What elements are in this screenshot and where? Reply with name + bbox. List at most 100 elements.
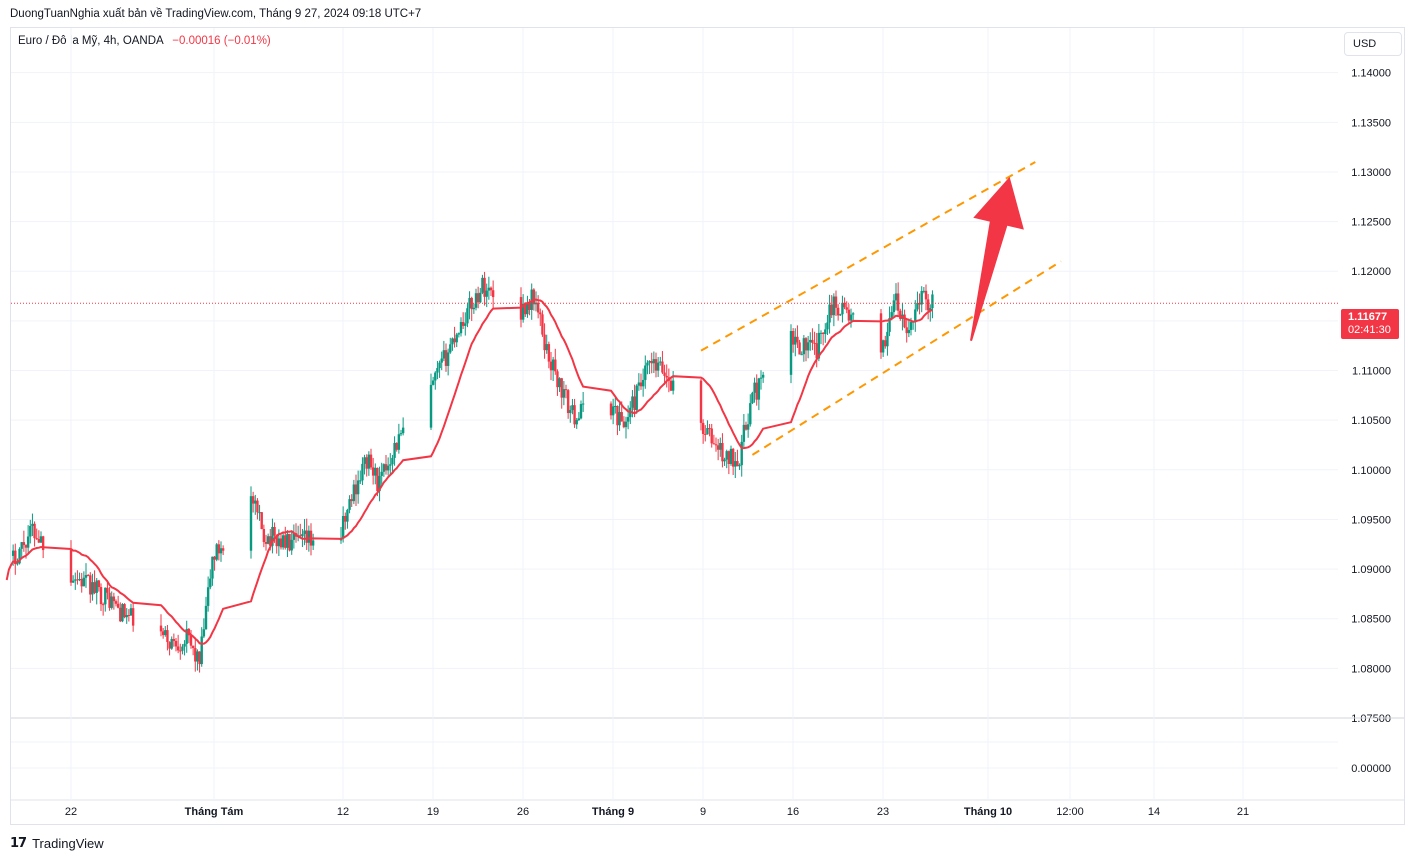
candle-body <box>828 304 831 323</box>
candle-body <box>524 303 527 315</box>
candle-body <box>830 304 833 316</box>
tradingview-logo[interactable]: 𝟭𝟳 TradingView <box>10 835 104 851</box>
candle-body <box>279 538 283 548</box>
candle-body <box>277 538 281 547</box>
candle-body <box>669 380 673 391</box>
candle-body <box>699 380 703 423</box>
candle-body <box>168 642 171 649</box>
candle-body <box>881 340 885 353</box>
candle-body <box>106 587 109 593</box>
candle-body <box>800 354 803 356</box>
chart-frame <box>10 27 1405 825</box>
currency-button[interactable]: USD <box>1344 32 1402 56</box>
candle-body <box>725 451 728 460</box>
candle-body <box>194 648 197 662</box>
candle-body <box>451 338 454 345</box>
candle-body <box>170 638 173 649</box>
candle-body <box>708 428 711 430</box>
candle-body <box>757 378 761 400</box>
candle-body <box>794 336 797 345</box>
volume-tick-label: 0.00000 <box>1351 763 1391 775</box>
candle-body <box>761 374 765 378</box>
bar-countdown: 02:41:30 <box>1348 324 1391 336</box>
candle-body <box>271 526 274 546</box>
candle-body <box>369 454 373 468</box>
candle-body <box>371 467 375 476</box>
candle-body <box>646 362 649 366</box>
candle-body <box>84 575 88 578</box>
candle-body <box>914 309 917 322</box>
channel-trendline <box>751 260 1062 456</box>
x-tick-label: 16 <box>787 806 799 818</box>
candle-body <box>485 290 488 297</box>
candle-body <box>382 464 386 472</box>
candle-body <box>809 339 812 343</box>
candle-body <box>249 496 253 551</box>
candle-body <box>474 293 478 308</box>
candle-body <box>614 405 617 407</box>
candle-body <box>564 389 568 391</box>
candle-body <box>221 548 225 551</box>
candle-body <box>656 362 660 371</box>
candle-body <box>395 442 398 450</box>
symbol-legend[interactable]: Euro / Đô la Mỹ, 4h, OANDA −0.00016 (−0.… <box>18 35 271 47</box>
candle-body <box>526 302 529 315</box>
candle-body <box>179 650 182 652</box>
candle-body <box>95 580 98 593</box>
candle-body <box>916 302 919 310</box>
candle-body <box>924 290 928 300</box>
candle-body <box>176 646 180 651</box>
candle-body <box>215 544 218 560</box>
candle-body <box>159 625 163 632</box>
candle-body <box>746 424 750 430</box>
candle-body <box>740 441 743 466</box>
candle-body <box>78 579 81 581</box>
candle-body <box>14 550 17 565</box>
candle-body <box>91 582 94 595</box>
candle-body <box>185 628 188 644</box>
candle-body <box>80 579 83 587</box>
candle-body <box>909 322 913 330</box>
candle-body <box>341 516 345 539</box>
candle-body <box>635 385 638 410</box>
candle-body <box>431 380 435 385</box>
y-tick-label: 1.10500 <box>1351 415 1391 427</box>
y-tick-label: 1.12500 <box>1351 217 1391 229</box>
candle-body <box>549 361 553 371</box>
x-tick-label: 23 <box>877 806 889 818</box>
candle-body <box>217 544 221 554</box>
y-tick-label: 1.13500 <box>1351 117 1391 129</box>
candle-body <box>547 344 551 362</box>
candle-body <box>826 322 829 330</box>
candle-body <box>461 321 465 326</box>
y-tick-label: 1.13000 <box>1351 167 1391 179</box>
candle-body <box>455 334 458 343</box>
candle-body <box>734 461 737 467</box>
publish-info: DuongTuanNghia xuất bản về TradingView.c… <box>10 8 422 20</box>
candle-body <box>37 539 41 543</box>
candle-body <box>637 382 641 386</box>
candle-body <box>491 290 495 298</box>
candle-body <box>466 308 469 324</box>
candle-body <box>551 359 555 371</box>
candle-body <box>123 604 126 618</box>
candle-body <box>639 382 643 387</box>
candle-body <box>434 372 437 381</box>
candle-body <box>742 424 746 442</box>
candle-body <box>554 359 557 372</box>
candle-body <box>832 296 836 316</box>
candle-body <box>348 499 351 510</box>
candle-body <box>275 535 278 547</box>
candle-body <box>573 405 576 425</box>
candle-body <box>920 291 923 305</box>
candle-body <box>753 382 756 393</box>
candle-body <box>457 333 461 335</box>
candle-body <box>376 467 379 492</box>
candle-body <box>202 629 206 637</box>
candle-body <box>174 640 178 647</box>
candle-body <box>262 529 266 543</box>
candle-body <box>483 277 486 297</box>
candle-body <box>393 442 396 458</box>
candle-body <box>701 422 705 434</box>
